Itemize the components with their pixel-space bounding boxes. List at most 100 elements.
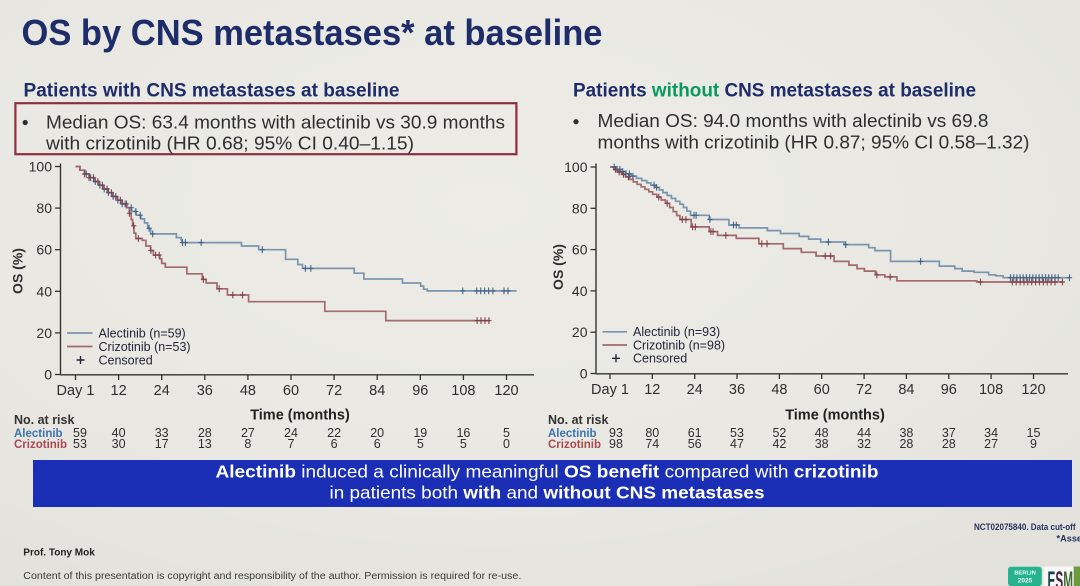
- svg-text:15: 15: [1027, 426, 1041, 440]
- svg-text:Patients without CNS metastase: Patients without CNS metastases at basel…: [573, 80, 976, 101]
- svg-text:Median OS: 94.0 months with al: Median OS: 94.0 months with alectinib vs…: [598, 111, 989, 131]
- svg-text:84: 84: [898, 382, 914, 398]
- svg-text:80: 80: [36, 200, 52, 216]
- svg-text:56: 56: [688, 437, 702, 451]
- svg-text:96: 96: [412, 383, 428, 399]
- svg-text:5: 5: [417, 437, 424, 451]
- svg-text:OS (%): OS (%): [550, 244, 566, 290]
- svg-text:24: 24: [154, 383, 170, 399]
- svg-text:Crizotinib (n=98): Crizotinib (n=98): [633, 338, 725, 352]
- svg-text:2025: 2025: [1018, 578, 1033, 585]
- svg-text:108: 108: [979, 382, 1003, 398]
- svg-text:Alectinib (n=59): Alectinib (n=59): [99, 326, 186, 340]
- svg-text:60: 60: [36, 242, 52, 258]
- svg-text:5: 5: [503, 426, 510, 440]
- svg-text:20: 20: [36, 325, 52, 341]
- svg-text:44: 44: [857, 426, 871, 440]
- svg-text:with crizotinib (HR 0.68; 95%: with crizotinib (HR 0.68; 95% CI 0.40–1.…: [45, 134, 414, 154]
- svg-text:6: 6: [331, 437, 338, 451]
- svg-text:Day 1: Day 1: [57, 383, 95, 399]
- svg-text:28: 28: [899, 437, 913, 451]
- svg-text:60: 60: [572, 242, 588, 258]
- svg-text:24: 24: [687, 382, 703, 398]
- svg-text:53: 53: [73, 437, 87, 451]
- svg-text:108: 108: [451, 383, 475, 399]
- svg-text:NCT02075840. Data cut-off: NCT02075840. Data cut-off: [974, 522, 1076, 532]
- svg-text:Time (months): Time (months): [250, 408, 350, 424]
- svg-text:60: 60: [814, 382, 830, 398]
- svg-text:93: 93: [609, 426, 623, 440]
- svg-text:Time (months): Time (months): [785, 408, 885, 424]
- svg-text:19: 19: [413, 426, 427, 440]
- svg-text:40: 40: [112, 426, 126, 440]
- svg-text:13: 13: [198, 437, 212, 451]
- svg-text:30: 30: [112, 437, 126, 451]
- svg-text:OS by CNS metastases* at basel: OS by CNS metastases* at baseline: [22, 12, 603, 53]
- svg-text:28: 28: [198, 426, 212, 440]
- svg-text:Crizotinib: Crizotinib: [548, 439, 601, 451]
- svg-text:Alectinib: Alectinib: [14, 428, 63, 440]
- svg-text:9: 9: [1030, 437, 1037, 451]
- svg-text:98: 98: [609, 437, 623, 451]
- svg-text:38: 38: [899, 426, 913, 440]
- svg-text:16: 16: [456, 426, 470, 440]
- svg-text:17: 17: [155, 437, 169, 451]
- svg-text:22: 22: [327, 426, 341, 440]
- svg-text:27: 27: [241, 426, 255, 440]
- svg-text:61: 61: [688, 426, 702, 440]
- svg-text:48: 48: [815, 426, 829, 440]
- svg-text:42: 42: [772, 437, 786, 451]
- svg-text:48: 48: [240, 383, 256, 399]
- svg-text:No. at risk: No. at risk: [14, 413, 74, 427]
- svg-text:40: 40: [36, 283, 52, 299]
- svg-text:20: 20: [572, 324, 588, 340]
- svg-text:24: 24: [284, 426, 298, 440]
- svg-text:0: 0: [580, 366, 588, 382]
- svg-text:36: 36: [729, 382, 745, 398]
- svg-text:38: 38: [815, 437, 829, 451]
- svg-text:BERLIN: BERLIN: [1014, 571, 1036, 577]
- svg-text:36: 36: [197, 383, 213, 399]
- svg-text:96: 96: [941, 382, 957, 398]
- svg-text:months with crizotinib (HR 0.8: months with crizotinib (HR 0.87; 95% CI …: [598, 133, 1030, 153]
- svg-text:in patients both with and with: in patients both with and without CNS me…: [330, 483, 765, 503]
- svg-text:0: 0: [503, 437, 510, 451]
- svg-text:Alectinib: Alectinib: [548, 428, 597, 440]
- svg-text:33: 33: [155, 426, 169, 440]
- svg-text:80: 80: [645, 426, 659, 440]
- svg-text:6: 6: [374, 437, 381, 451]
- svg-text:Alectinib (n=93): Alectinib (n=93): [633, 325, 720, 339]
- svg-text:Crizotinib (n=53): Crizotinib (n=53): [99, 340, 191, 354]
- svg-text:Content of this presentation i: Content of this presentation is copyrigh…: [23, 571, 521, 582]
- svg-text:100: 100: [29, 159, 53, 175]
- svg-text:72: 72: [856, 382, 872, 398]
- svg-text:28: 28: [942, 437, 956, 451]
- svg-text:Alectinib induced a clinically: Alectinib induced a clinically meaningfu…: [216, 462, 879, 482]
- svg-text:20: 20: [370, 426, 384, 440]
- svg-text:47: 47: [730, 437, 744, 451]
- svg-text:ESM: ESM: [1048, 567, 1074, 586]
- svg-text:Censored: Censored: [99, 353, 153, 367]
- svg-text:27: 27: [984, 437, 998, 451]
- svg-text:53: 53: [730, 426, 744, 440]
- svg-text:60: 60: [283, 383, 299, 399]
- svg-text:Median OS: 63.4 months with al: Median OS: 63.4 months with alectinib vs…: [46, 113, 505, 133]
- svg-text:59: 59: [73, 426, 87, 440]
- svg-text:Prof. Tony Mok: Prof. Tony Mok: [23, 548, 95, 559]
- svg-text:Patients with CNS metastases a: Patients with CNS metastases at baseline: [24, 80, 400, 101]
- svg-text:74: 74: [645, 437, 659, 451]
- svg-text:Crizotinib: Crizotinib: [14, 439, 67, 451]
- svg-text:12: 12: [644, 382, 660, 398]
- svg-text:34: 34: [984, 426, 998, 440]
- svg-text:48: 48: [771, 382, 787, 398]
- svg-text:5: 5: [460, 437, 467, 451]
- svg-text:37: 37: [942, 426, 956, 440]
- svg-text:0: 0: [44, 367, 52, 383]
- svg-text:8: 8: [244, 437, 251, 451]
- svg-text:*Assesse: *Assesse: [1057, 534, 1080, 544]
- svg-text:7: 7: [288, 437, 295, 451]
- svg-text:100: 100: [564, 159, 588, 175]
- svg-text:Censored: Censored: [633, 352, 687, 366]
- svg-text:52: 52: [772, 426, 786, 440]
- svg-text:120: 120: [494, 383, 518, 399]
